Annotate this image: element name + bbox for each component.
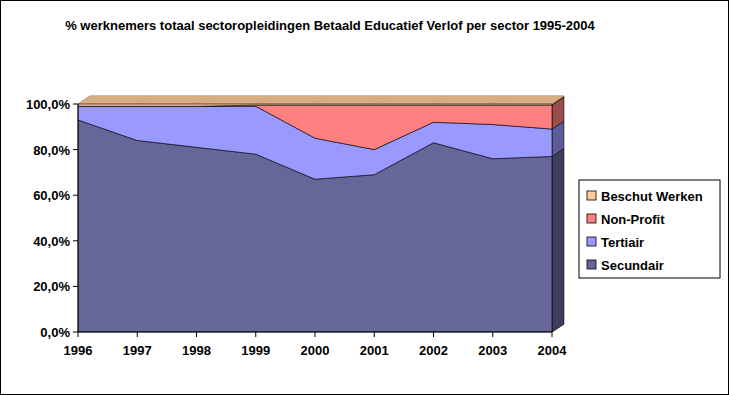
x-tick-label: 1996 <box>64 343 93 358</box>
x-tick-label: 1999 <box>241 343 270 358</box>
x-tick <box>492 332 493 337</box>
y-tick-label: 20,0% <box>33 279 70 294</box>
x-tick <box>315 332 316 337</box>
y-tick-label: 0,0% <box>40 325 70 340</box>
x-tick <box>137 332 138 337</box>
area-top <box>256 96 327 104</box>
area-top <box>137 96 208 104</box>
y-tick <box>73 195 78 196</box>
x-tick-label: 2003 <box>478 343 507 358</box>
chart: 0,0% 20,0% 40,0% 60,0% 80,0% 100,0% 1996 1997 19… <box>0 0 729 395</box>
title: % werknemers totaal sectoropleidingen Be… <box>65 18 595 33</box>
y-tick <box>73 332 78 333</box>
x-tick <box>433 332 434 337</box>
area-top <box>315 96 386 104</box>
area-top <box>434 96 505 104</box>
x-tick <box>78 332 79 337</box>
x-tick-label: 2004 <box>538 343 568 358</box>
y-tick <box>73 286 78 287</box>
area-top <box>374 96 445 104</box>
area <box>78 104 552 106</box>
y-axis <box>78 104 79 332</box>
x-tick-label: 1997 <box>123 343 152 358</box>
area <box>78 105 552 149</box>
legend-label: Secundair <box>601 258 664 273</box>
legend-label: Non-Profit <box>601 212 665 227</box>
y-tick <box>73 149 78 150</box>
x-tick-label: 2001 <box>360 343 389 358</box>
x-tick-label: 1998 <box>182 343 211 358</box>
area-top <box>493 96 564 104</box>
plot-area <box>78 96 564 332</box>
y-tick-label: 80,0% <box>33 143 70 158</box>
legend-swatch <box>587 214 596 223</box>
legend-swatch <box>587 191 596 200</box>
legend-label: Beschut Werken <box>601 189 703 204</box>
x-tick <box>255 332 256 337</box>
area-top <box>197 96 268 104</box>
background <box>1 1 729 395</box>
legend <box>579 180 720 278</box>
y-tick-label: 100,0% <box>26 97 71 112</box>
x-tick-label: 2002 <box>419 343 448 358</box>
legend-swatch <box>587 260 596 269</box>
y-tick-label: 40,0% <box>33 234 70 249</box>
x-tick <box>374 332 375 337</box>
x-tick <box>552 332 553 337</box>
legend-swatch <box>587 237 596 246</box>
legend-label: Tertiair <box>601 235 644 250</box>
x-tick-label: 2000 <box>301 343 330 358</box>
area-top <box>78 96 149 104</box>
area-side <box>552 148 564 332</box>
y-tick-label: 60,0% <box>33 188 70 203</box>
y-tick <box>73 240 78 241</box>
x-tick <box>196 332 197 337</box>
y-tick <box>73 104 78 105</box>
